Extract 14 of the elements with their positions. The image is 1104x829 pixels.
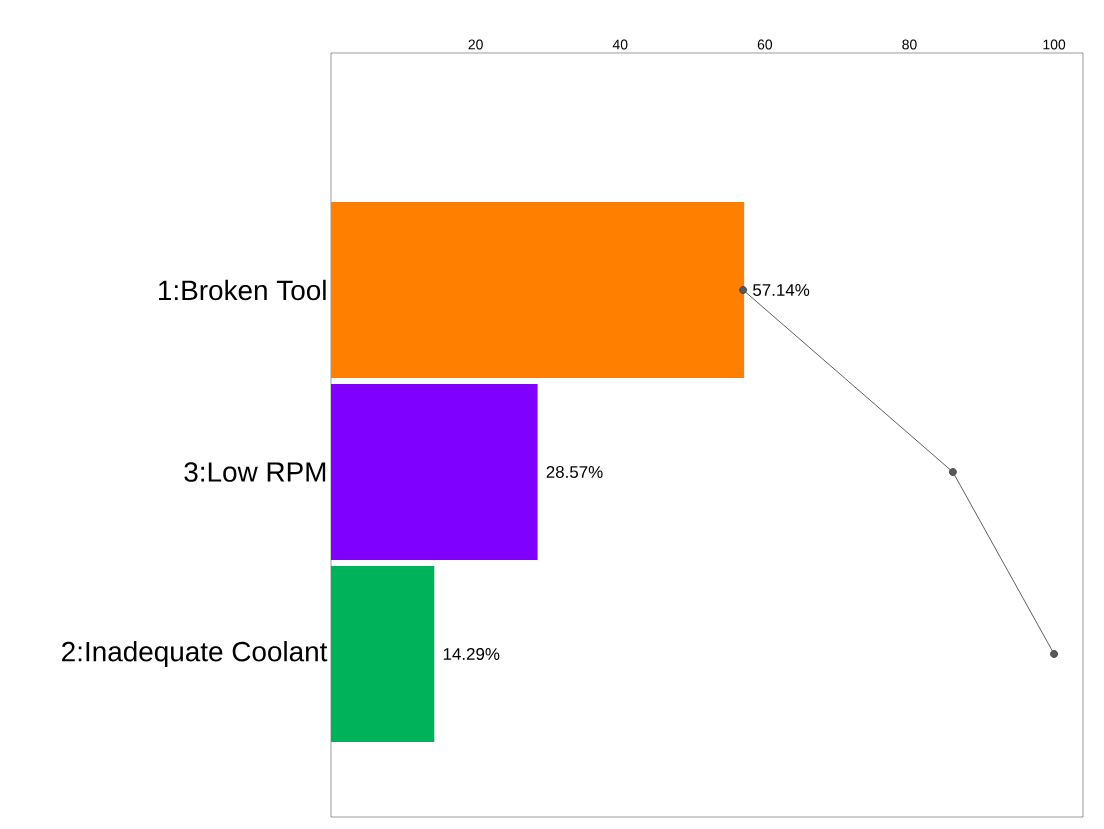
y-tick-label: 3:Low RPM [184,462,326,482]
data-label: 14.29% [443,648,500,661]
y-tick-label: 1:Broken Tool [159,279,326,301]
data-label: 57.14% [753,284,810,296]
x-tick-label: 80 [902,39,917,50]
bar [331,202,745,378]
bar [331,566,435,742]
data-label: 28.57% [546,466,603,479]
x-tick-label: 100 [1043,39,1066,50]
x-tick-label: 20 [468,39,483,50]
y-tick-label: 2:Inadequate Coolant [62,641,328,667]
x-tick-label: 40 [612,39,628,50]
x-tick-label: 60 [757,39,773,50]
bar [331,384,538,560]
